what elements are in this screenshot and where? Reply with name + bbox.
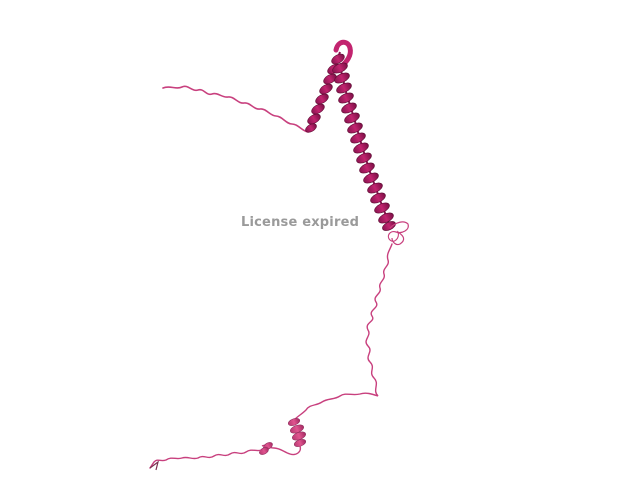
license-watermark: License expired [241,215,360,230]
long-helix [332,62,396,231]
c-terminal-stub [149,460,159,471]
helix-end-loop [387,221,409,246]
helix-top-turn [333,39,353,69]
c-terminal-tail [149,449,263,469]
short-helix [305,51,345,133]
lower-small-helix [288,418,306,447]
upper-coil-tail [162,85,309,133]
descending-coil [293,243,393,421]
lower-tiny-helix [259,442,273,455]
